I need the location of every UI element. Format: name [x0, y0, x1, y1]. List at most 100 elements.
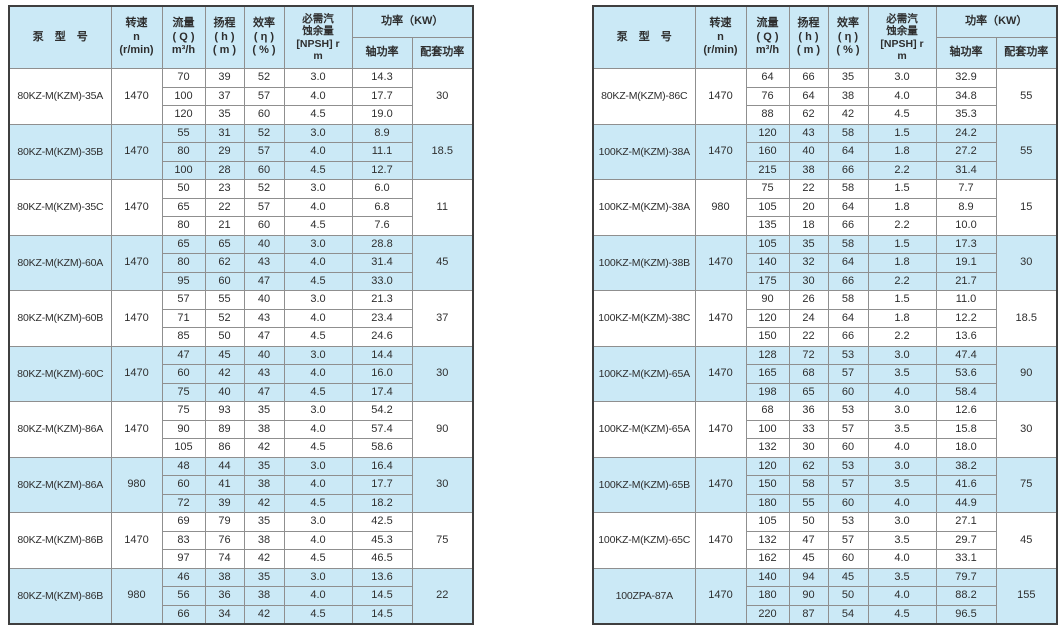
- cell-model: 80KZ-M(KZM)-86A: [8, 456, 112, 513]
- cell-model: 100KZ-M(KZM)-38A: [592, 179, 696, 236]
- table-row: 80KZ-M(KZM)-35C 1470 50 23 52 3.0 6.0 11: [8, 179, 474, 236]
- cell-npsh: 4.5: [283, 271, 353, 291]
- cell-flow: 72: [161, 493, 206, 513]
- cell-npsh: 2.2: [867, 327, 937, 347]
- table-header: 泵 型 号转速 n (r/min) 流量 ( Q ) m³/h 扬程 ( h ) (…: [592, 5, 1058, 69]
- cell-model: 80KZ-M(KZM)-86A: [8, 401, 112, 458]
- cell-flow: 135: [745, 216, 790, 236]
- cell-speed: 1470: [694, 345, 747, 402]
- cell-flow: 60: [161, 475, 206, 495]
- cell-npsh: 3.0: [283, 179, 353, 199]
- cell-head: 68: [788, 364, 829, 384]
- cell-flow: 80: [161, 216, 206, 236]
- cell-head: 42: [204, 364, 245, 384]
- cell-matched-power: 30: [411, 345, 474, 402]
- cell-head: 55: [204, 290, 245, 310]
- cell-efficiency: 66: [827, 216, 869, 236]
- cell-flow: 80: [161, 253, 206, 273]
- cell-shaft-power: 14.5: [351, 604, 413, 625]
- cell-head: 94: [788, 567, 829, 587]
- table-row: 75 40 47 4.5 17.4: [9, 382, 473, 402]
- cell-npsh: 4.5: [283, 327, 353, 347]
- cell-head: 79: [204, 512, 245, 532]
- cell-flow: 80: [161, 142, 206, 162]
- cell-head: 40: [204, 382, 245, 402]
- cell-head: 52: [204, 308, 245, 328]
- table-row: 80KZ-M(KZM)-60B 1470 57 55 40 3.0 21.3 37: [8, 290, 474, 347]
- header-npsh: 必需汽 蚀余量 [NPSH] r m: [867, 5, 937, 69]
- cell-efficiency: 66: [827, 160, 869, 180]
- cell-head: 24: [788, 308, 829, 328]
- cell-efficiency: 57: [827, 530, 869, 550]
- cell-npsh: 3.5: [867, 364, 937, 384]
- cell-model: 100KZ-M(KZM)-38B: [592, 234, 696, 291]
- cell-flow: 180: [745, 493, 790, 513]
- cell-shaft-power: 11.0: [935, 290, 997, 310]
- table-row: 105 20 64 1.8 8.9: [593, 197, 1057, 217]
- cell-head: 21: [204, 216, 245, 236]
- cell-efficiency: 40: [243, 345, 285, 365]
- cell-npsh: 4.0: [867, 438, 937, 458]
- cell-model: 100KZ-M(KZM)-65A: [592, 345, 696, 402]
- cell-shaft-power: 54.2: [351, 401, 413, 421]
- cell-npsh: 4.0: [867, 549, 937, 569]
- cell-head: 62: [788, 456, 829, 476]
- cell-shaft-power: 14.5: [351, 586, 413, 606]
- cell-head: 65: [788, 382, 829, 402]
- cell-efficiency: 42: [827, 105, 869, 125]
- cell-flow: 85: [161, 327, 206, 347]
- cell-flow: 132: [745, 438, 790, 458]
- cell-efficiency: 43: [243, 308, 285, 328]
- cell-shaft-power: 17.3: [935, 234, 997, 254]
- cell-flow: 71: [161, 308, 206, 328]
- cell-head: 36: [204, 586, 245, 606]
- table-row: 66 34 42 4.5 14.5: [9, 604, 473, 625]
- cell-efficiency: 66: [827, 271, 869, 291]
- cell-speed: 1470: [110, 179, 163, 236]
- cell-shaft-power: 14.4: [351, 345, 413, 365]
- cell-head: 74: [204, 549, 245, 569]
- cell-shaft-power: 10.0: [935, 216, 997, 236]
- cell-matched-power: 11: [411, 179, 474, 236]
- cell-flow: 128: [745, 345, 790, 365]
- table-row: 56 36 38 4.0 14.5: [9, 586, 473, 606]
- cell-npsh: 4.0: [867, 86, 937, 106]
- cell-shaft-power: 13.6: [935, 327, 997, 347]
- cell-head: 18: [788, 216, 829, 236]
- cell-efficiency: 53: [827, 512, 869, 532]
- cell-efficiency: 54: [827, 604, 869, 625]
- cell-npsh: 1.8: [867, 197, 937, 217]
- cell-speed: 1470: [110, 290, 163, 347]
- cell-flow: 162: [745, 549, 790, 569]
- table-row: 80KZ-M(KZM)-35A 1470 70 39 52 3.0 14.3 30: [8, 68, 474, 125]
- cell-efficiency: 38: [243, 530, 285, 550]
- table-row: 60 41 38 4.0 17.7: [9, 475, 473, 495]
- cell-npsh: 3.5: [867, 419, 937, 439]
- cell-efficiency: 38: [827, 86, 869, 106]
- cell-npsh: 4.0: [283, 364, 353, 384]
- cell-matched-power: 75: [995, 456, 1058, 513]
- cell-shaft-power: 57.4: [351, 419, 413, 439]
- cell-speed: 1470: [694, 290, 747, 347]
- cell-efficiency: 52: [243, 179, 285, 199]
- cell-efficiency: 47: [243, 327, 285, 347]
- cell-head: 37: [204, 86, 245, 106]
- cell-head: 33: [788, 419, 829, 439]
- cell-matched-power: 30: [411, 456, 474, 513]
- cell-npsh: 3.0: [283, 290, 353, 310]
- cell-head: 35: [788, 234, 829, 254]
- cell-shaft-power: 38.2: [935, 456, 997, 476]
- cell-flow: 65: [161, 234, 206, 254]
- cell-head: 40: [788, 142, 829, 162]
- cell-efficiency: 43: [243, 364, 285, 384]
- cell-flow: 68: [745, 401, 790, 421]
- header-efficiency: 效率 ( η ) ( % ): [243, 5, 285, 69]
- table-row: 80KZ-M(KZM)-86B 1470 69 79 35 3.0 42.5 75: [8, 512, 474, 569]
- cell-matched-power: 30: [995, 234, 1058, 291]
- table-row: 80KZ-M(KZM)-60A 1470 65 65 40 3.0 28.8 45: [8, 234, 474, 291]
- cell-shaft-power: 14.3: [351, 68, 413, 88]
- cell-head: 34: [204, 604, 245, 625]
- cell-flow: 48: [161, 456, 206, 476]
- cell-npsh: 3.0: [867, 456, 937, 476]
- cell-speed: 980: [110, 567, 163, 625]
